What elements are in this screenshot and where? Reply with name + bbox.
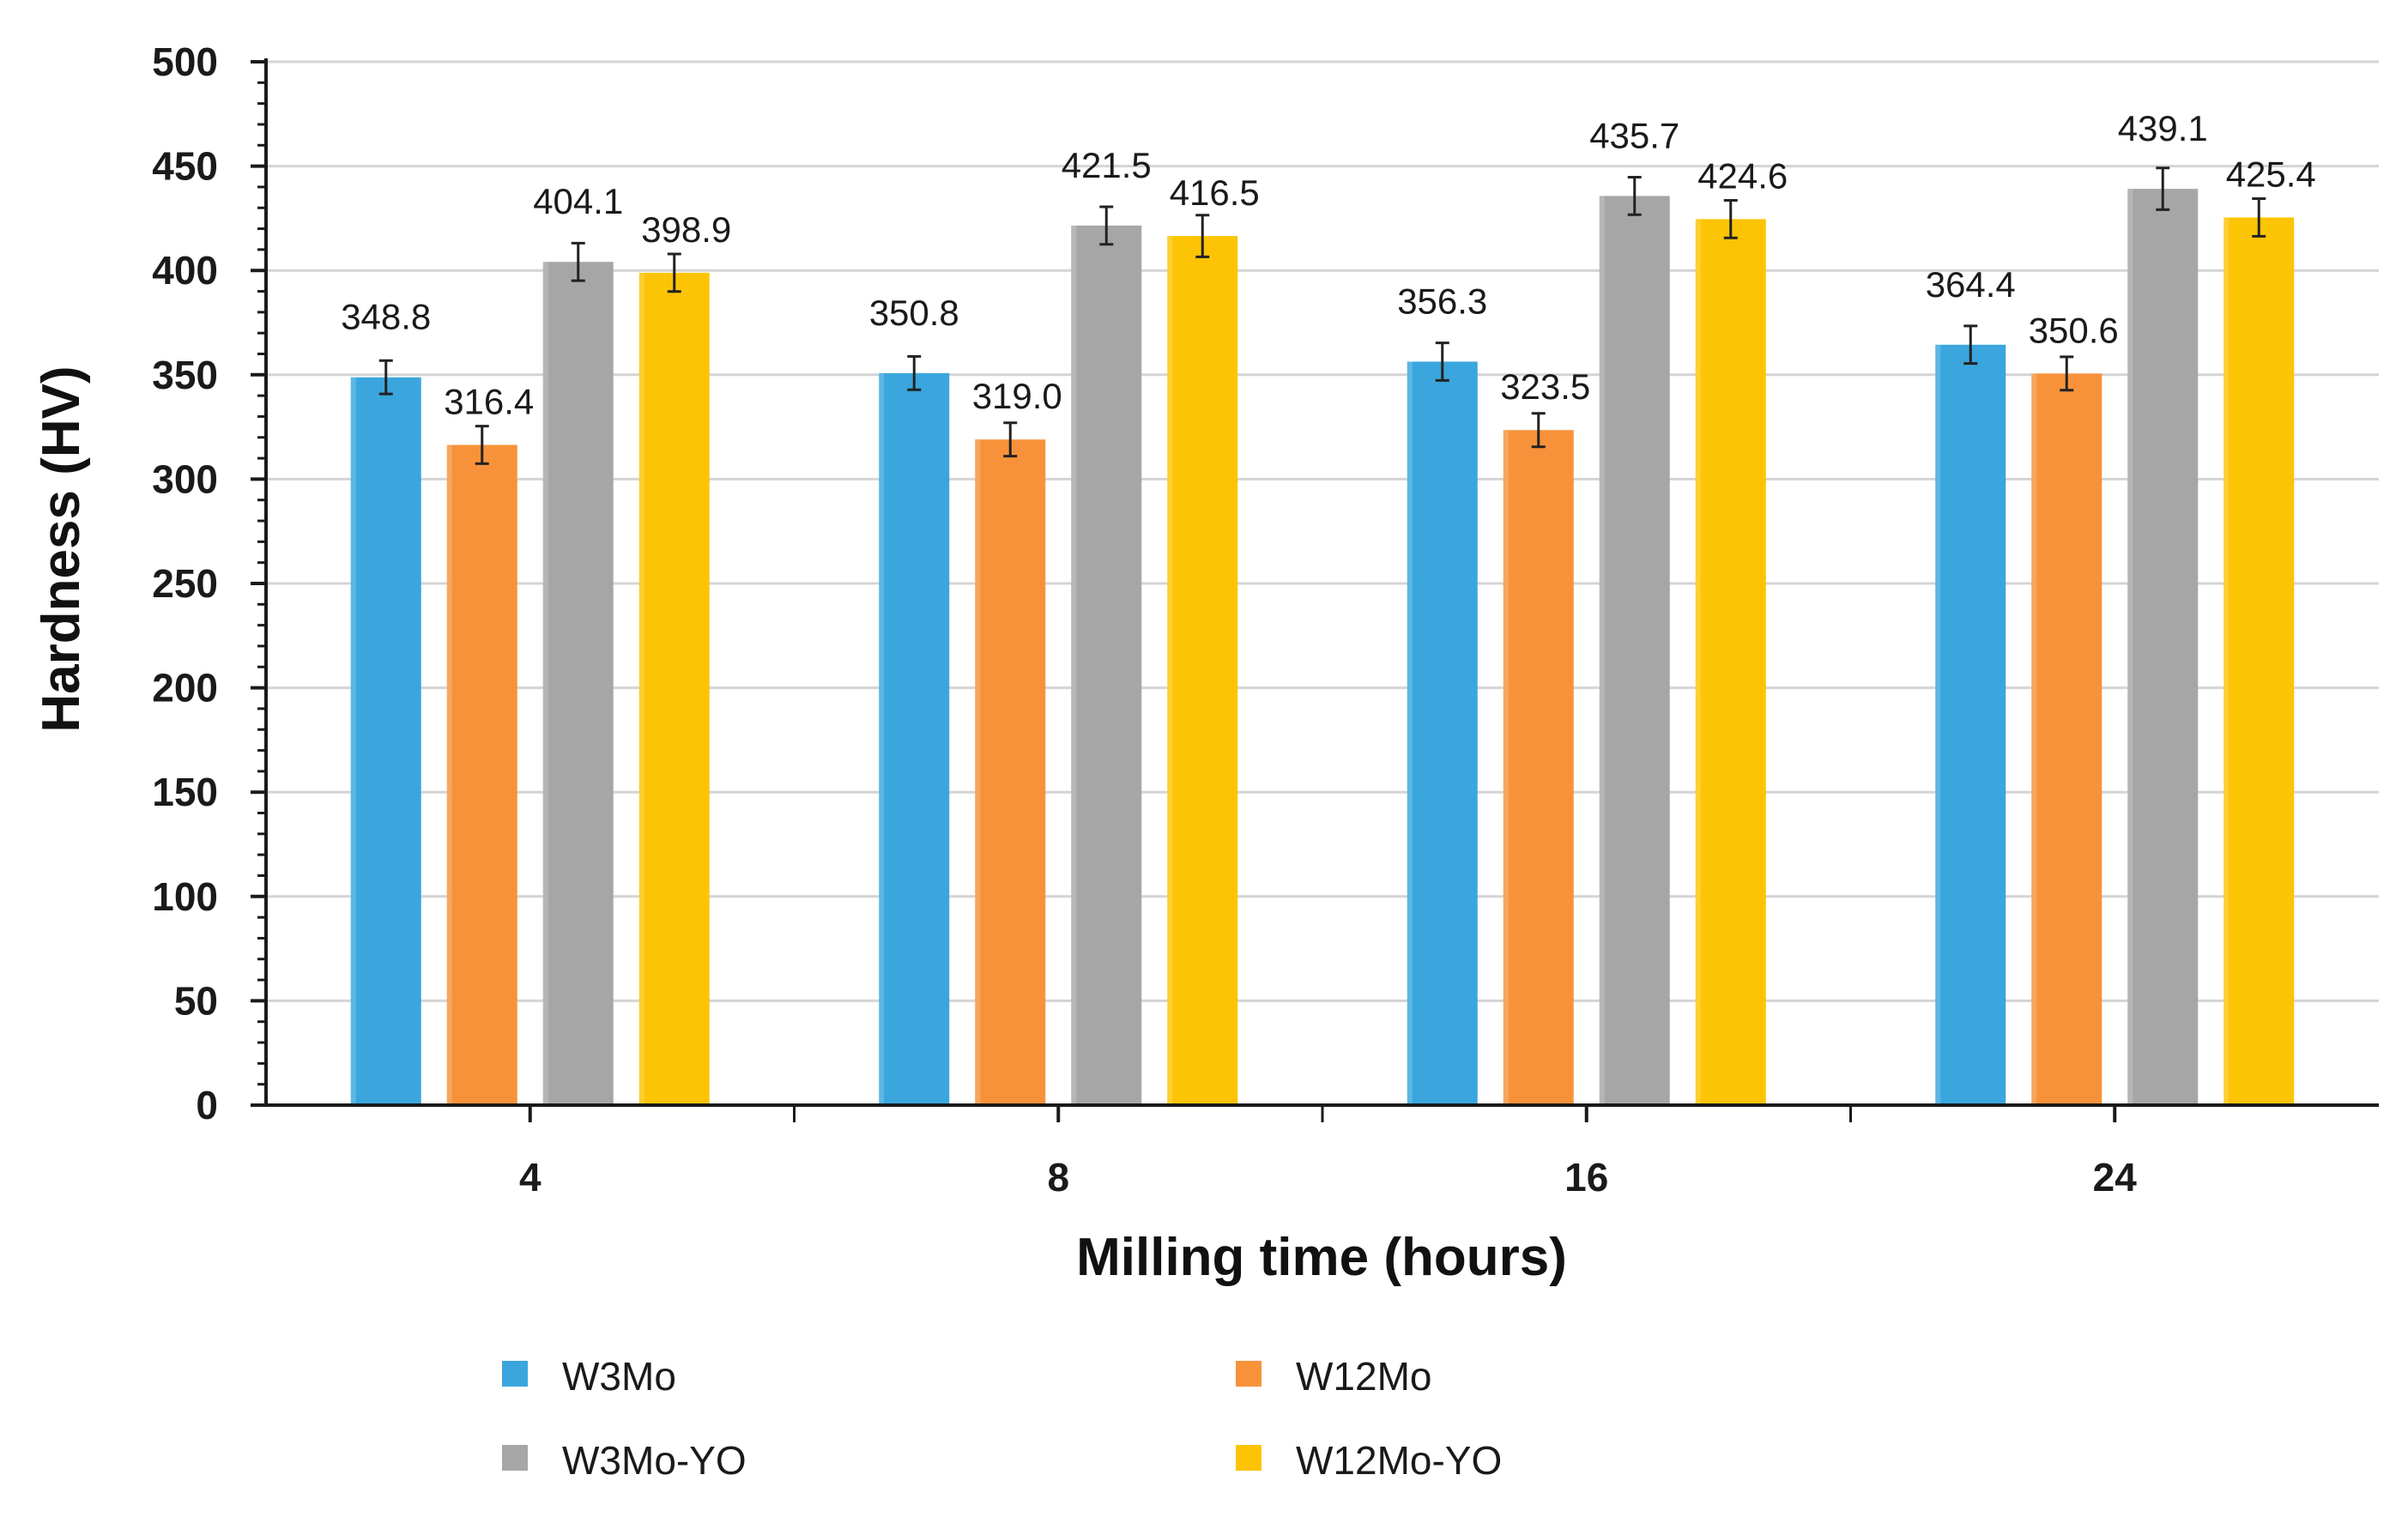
axes: 0 50 100 150 200 250 300 350 400 450 500 4 8 16 24: [152, 39, 2379, 1200]
bar: [2223, 217, 2295, 1105]
bar-highlight: [2223, 217, 2230, 1105]
bar: [1407, 361, 1478, 1105]
x-tick-label: 4: [519, 1155, 541, 1200]
gridlines: [266, 60, 2379, 1002]
error-bars: [378, 166, 2266, 465]
bar-highlight: [446, 444, 452, 1105]
data-label: 435.7: [1589, 115, 1679, 155]
x-tick-label: 16: [1564, 1155, 1608, 1200]
data-label: 350.8: [869, 293, 959, 333]
bar-highlight: [638, 272, 644, 1105]
y-tick-label: 500: [152, 39, 218, 84]
bar: [975, 439, 1046, 1105]
legend-swatch: [1236, 1361, 1261, 1387]
legend-swatch: [1236, 1445, 1261, 1471]
bar: [542, 262, 614, 1106]
y-tick-label: 250: [152, 561, 218, 606]
bar-highlight: [1167, 236, 1173, 1105]
bar-highlight: [2127, 189, 2133, 1106]
data-label: 348.8: [341, 297, 431, 337]
bar-highlight: [1071, 225, 1077, 1105]
legend-swatch: [502, 1445, 528, 1471]
data-label: 364.4: [1926, 264, 2016, 305]
x-tick-label: 24: [2093, 1155, 2138, 1200]
bar: [446, 444, 517, 1105]
y-tick-label: 400: [152, 248, 218, 293]
bar-highlight: [1503, 430, 1509, 1105]
data-label: 424.6: [1697, 155, 1788, 196]
bar-highlight: [350, 377, 356, 1106]
y-tick-label: 100: [152, 874, 218, 919]
data-labels: 348.8 316.4 404.1 398.9 350.8 319.0 421.5 416.5…: [341, 108, 2316, 421]
data-label: 404.1: [533, 181, 623, 221]
data-label: 316.4: [444, 382, 534, 422]
bar-highlight: [1599, 196, 1605, 1106]
bar: [1071, 225, 1142, 1105]
data-label: 421.5: [1062, 145, 1152, 185]
data-label: 356.3: [1397, 281, 1487, 321]
y-tick-label: 200: [152, 666, 218, 710]
bar-highlight: [879, 372, 885, 1106]
y-tick-label: 0: [196, 1083, 218, 1127]
data-label: 350.6: [2029, 310, 2119, 350]
legend-item: W12Mo: [1236, 1354, 1431, 1399]
legend-label: W12Mo-YO: [1296, 1438, 1502, 1483]
legend-label: W3Mo: [562, 1354, 676, 1399]
bar-highlight: [1407, 361, 1413, 1105]
bar-highlight: [1695, 219, 1701, 1105]
bar: [350, 377, 421, 1106]
bar-highlight: [2031, 373, 2037, 1105]
data-label: 416.5: [1170, 172, 1260, 213]
y-tick-label: 300: [152, 456, 218, 501]
data-label: 398.9: [641, 209, 731, 250]
legend-label: W3Mo-YO: [562, 1438, 747, 1483]
y-axis-title: Hardness (HV): [32, 366, 91, 732]
y-tick-label: 350: [152, 353, 218, 397]
bar-highlight: [1935, 344, 1941, 1106]
data-label: 425.4: [2226, 154, 2316, 194]
bar-highlight: [975, 439, 981, 1105]
legend: W3Mo W12Mo W3Mo-YO W12Mo-YO: [502, 1354, 1502, 1483]
bar: [1599, 196, 1670, 1106]
y-tick-label: 150: [152, 770, 218, 814]
x-tick-label: 8: [1047, 1155, 1069, 1200]
legend-item: W3Mo: [502, 1354, 676, 1399]
bar: [1695, 219, 1766, 1105]
data-label: 439.1: [2118, 108, 2208, 148]
bar: [879, 372, 950, 1106]
legend-label: W12Mo: [1296, 1354, 1431, 1399]
data-label: 323.5: [1500, 366, 1590, 407]
data-label: 319.0: [972, 376, 1062, 416]
bar: [1167, 236, 1238, 1105]
bar: [2127, 189, 2199, 1106]
bar: [1503, 430, 1574, 1105]
y-tick-label: 450: [152, 144, 218, 189]
bars: [350, 189, 2295, 1106]
y-tick-label: 50: [174, 978, 218, 1023]
bar-highlight: [542, 262, 548, 1106]
bar: [2031, 373, 2102, 1105]
x-axis-title: Milling time (hours): [1076, 1228, 1567, 1287]
legend-item: W12Mo-YO: [1236, 1438, 1502, 1483]
legend-item: W3Mo-YO: [502, 1438, 747, 1483]
legend-swatch: [502, 1361, 528, 1387]
bar: [1935, 344, 2006, 1106]
bar: [638, 272, 710, 1105]
